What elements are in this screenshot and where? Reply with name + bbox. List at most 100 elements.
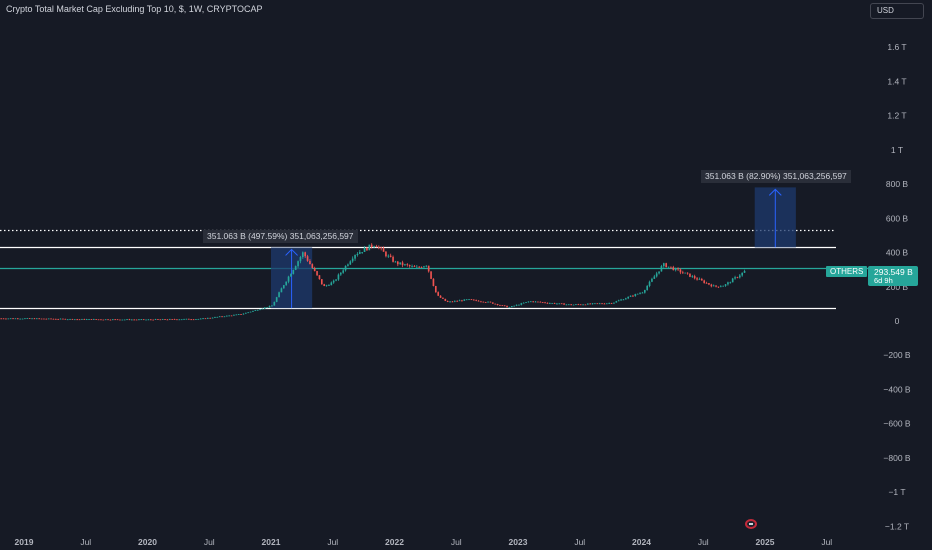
candle-body: [287, 276, 290, 282]
candle-body: [556, 303, 558, 305]
candle-body: [477, 300, 480, 302]
measure-label-2021: 351.063 B (497.59%) 351,063,256,597: [203, 230, 358, 243]
x-tick-label: Jul: [204, 537, 215, 547]
candle-body: [254, 310, 257, 311]
candle-body: [316, 271, 318, 276]
candle-body: [318, 275, 321, 280]
candle-body: [482, 301, 485, 303]
candle-body: [689, 273, 691, 277]
candle-body: [202, 318, 204, 320]
candle-body: [643, 290, 646, 293]
candle-body: [33, 318, 36, 320]
candle-body: [451, 301, 454, 303]
candle-body: [724, 284, 727, 286]
candle-body: [206, 317, 209, 319]
candle-body: [38, 318, 41, 320]
candle-body: [577, 304, 580, 306]
candle-body: [306, 256, 309, 261]
candle-body: [107, 319, 109, 321]
candle-body: [525, 302, 527, 303]
candle-body: [223, 316, 226, 318]
candle-body: [489, 301, 492, 303]
candle-body: [465, 299, 468, 301]
x-tick-label: Jul: [698, 537, 709, 547]
y-tick-label: −600 B: [883, 419, 911, 429]
candle-body: [544, 302, 546, 304]
x-tick-label: 2023: [509, 537, 528, 547]
candle-body: [665, 263, 668, 268]
candle-body: [323, 284, 326, 287]
candle-body: [373, 246, 375, 248]
candle-body: [674, 268, 677, 271]
candle-body: [594, 303, 596, 305]
y-tick-label: −200 B: [883, 350, 911, 360]
candle-body: [368, 244, 371, 251]
candle-body: [263, 307, 266, 309]
x-tick-label: 2020: [138, 537, 157, 547]
candle-body: [292, 269, 295, 274]
candle-body: [363, 247, 366, 252]
candle-body: [629, 295, 632, 297]
candle-body: [159, 319, 162, 321]
candle-body: [591, 303, 594, 305]
candle-body: [432, 278, 435, 286]
candle-body: [358, 252, 361, 254]
candle-body: [655, 273, 658, 277]
candle-body: [111, 319, 114, 321]
candle-body: [442, 297, 444, 299]
candle-body: [394, 261, 397, 263]
candle-body: [100, 319, 102, 321]
horizontal-lines: [0, 229, 868, 310]
candle-body: [209, 317, 212, 319]
candle-body: [567, 304, 570, 306]
candle-body: [273, 301, 276, 306]
candle-body: [119, 319, 121, 321]
candle-body: [660, 266, 663, 272]
candle-body: [256, 309, 259, 311]
candle-body: [406, 264, 409, 266]
candle-body: [572, 304, 575, 306]
candle-body: [69, 319, 71, 320]
candle-body: [349, 261, 352, 265]
candle-body: [290, 273, 292, 277]
candle-body: [662, 263, 665, 267]
candle-body: [575, 304, 577, 306]
candle-body: [487, 301, 489, 303]
candle-body: [57, 319, 60, 320]
candle-body: [582, 304, 584, 306]
candle-body: [5, 318, 7, 320]
candle-body: [330, 282, 333, 286]
candle-body: [83, 319, 86, 320]
events-icon[interactable]: [745, 519, 757, 529]
currency-button[interactable]: USD: [870, 3, 924, 19]
candle-body: [586, 303, 589, 305]
candle-body: [342, 270, 345, 273]
candle-body: [59, 318, 62, 320]
candle-body: [78, 319, 81, 321]
candle-body: [190, 319, 193, 321]
candle-body: [670, 266, 672, 268]
candle-body: [301, 252, 304, 258]
candle-body: [722, 285, 725, 287]
candle-body: [387, 255, 390, 257]
candle-body: [515, 304, 518, 306]
candle-body: [439, 295, 442, 298]
candle-body: [297, 261, 299, 267]
candle-body: [520, 303, 523, 305]
candle-body: [527, 301, 530, 303]
candle-body: [589, 303, 592, 305]
candle-body: [116, 319, 119, 321]
candle-body: [423, 266, 425, 268]
candle-body: [195, 319, 197, 320]
candle-body: [242, 313, 245, 315]
y-tick-label: −1.2 T: [885, 521, 909, 531]
measure-arrowhead: [768, 188, 782, 196]
candle-body: [109, 319, 112, 321]
candle-body: [313, 267, 316, 272]
candle-body: [237, 314, 240, 315]
candle-body: [738, 275, 741, 278]
candle-body: [271, 305, 273, 307]
candle-body: [211, 317, 214, 319]
candle-body: [534, 301, 537, 303]
